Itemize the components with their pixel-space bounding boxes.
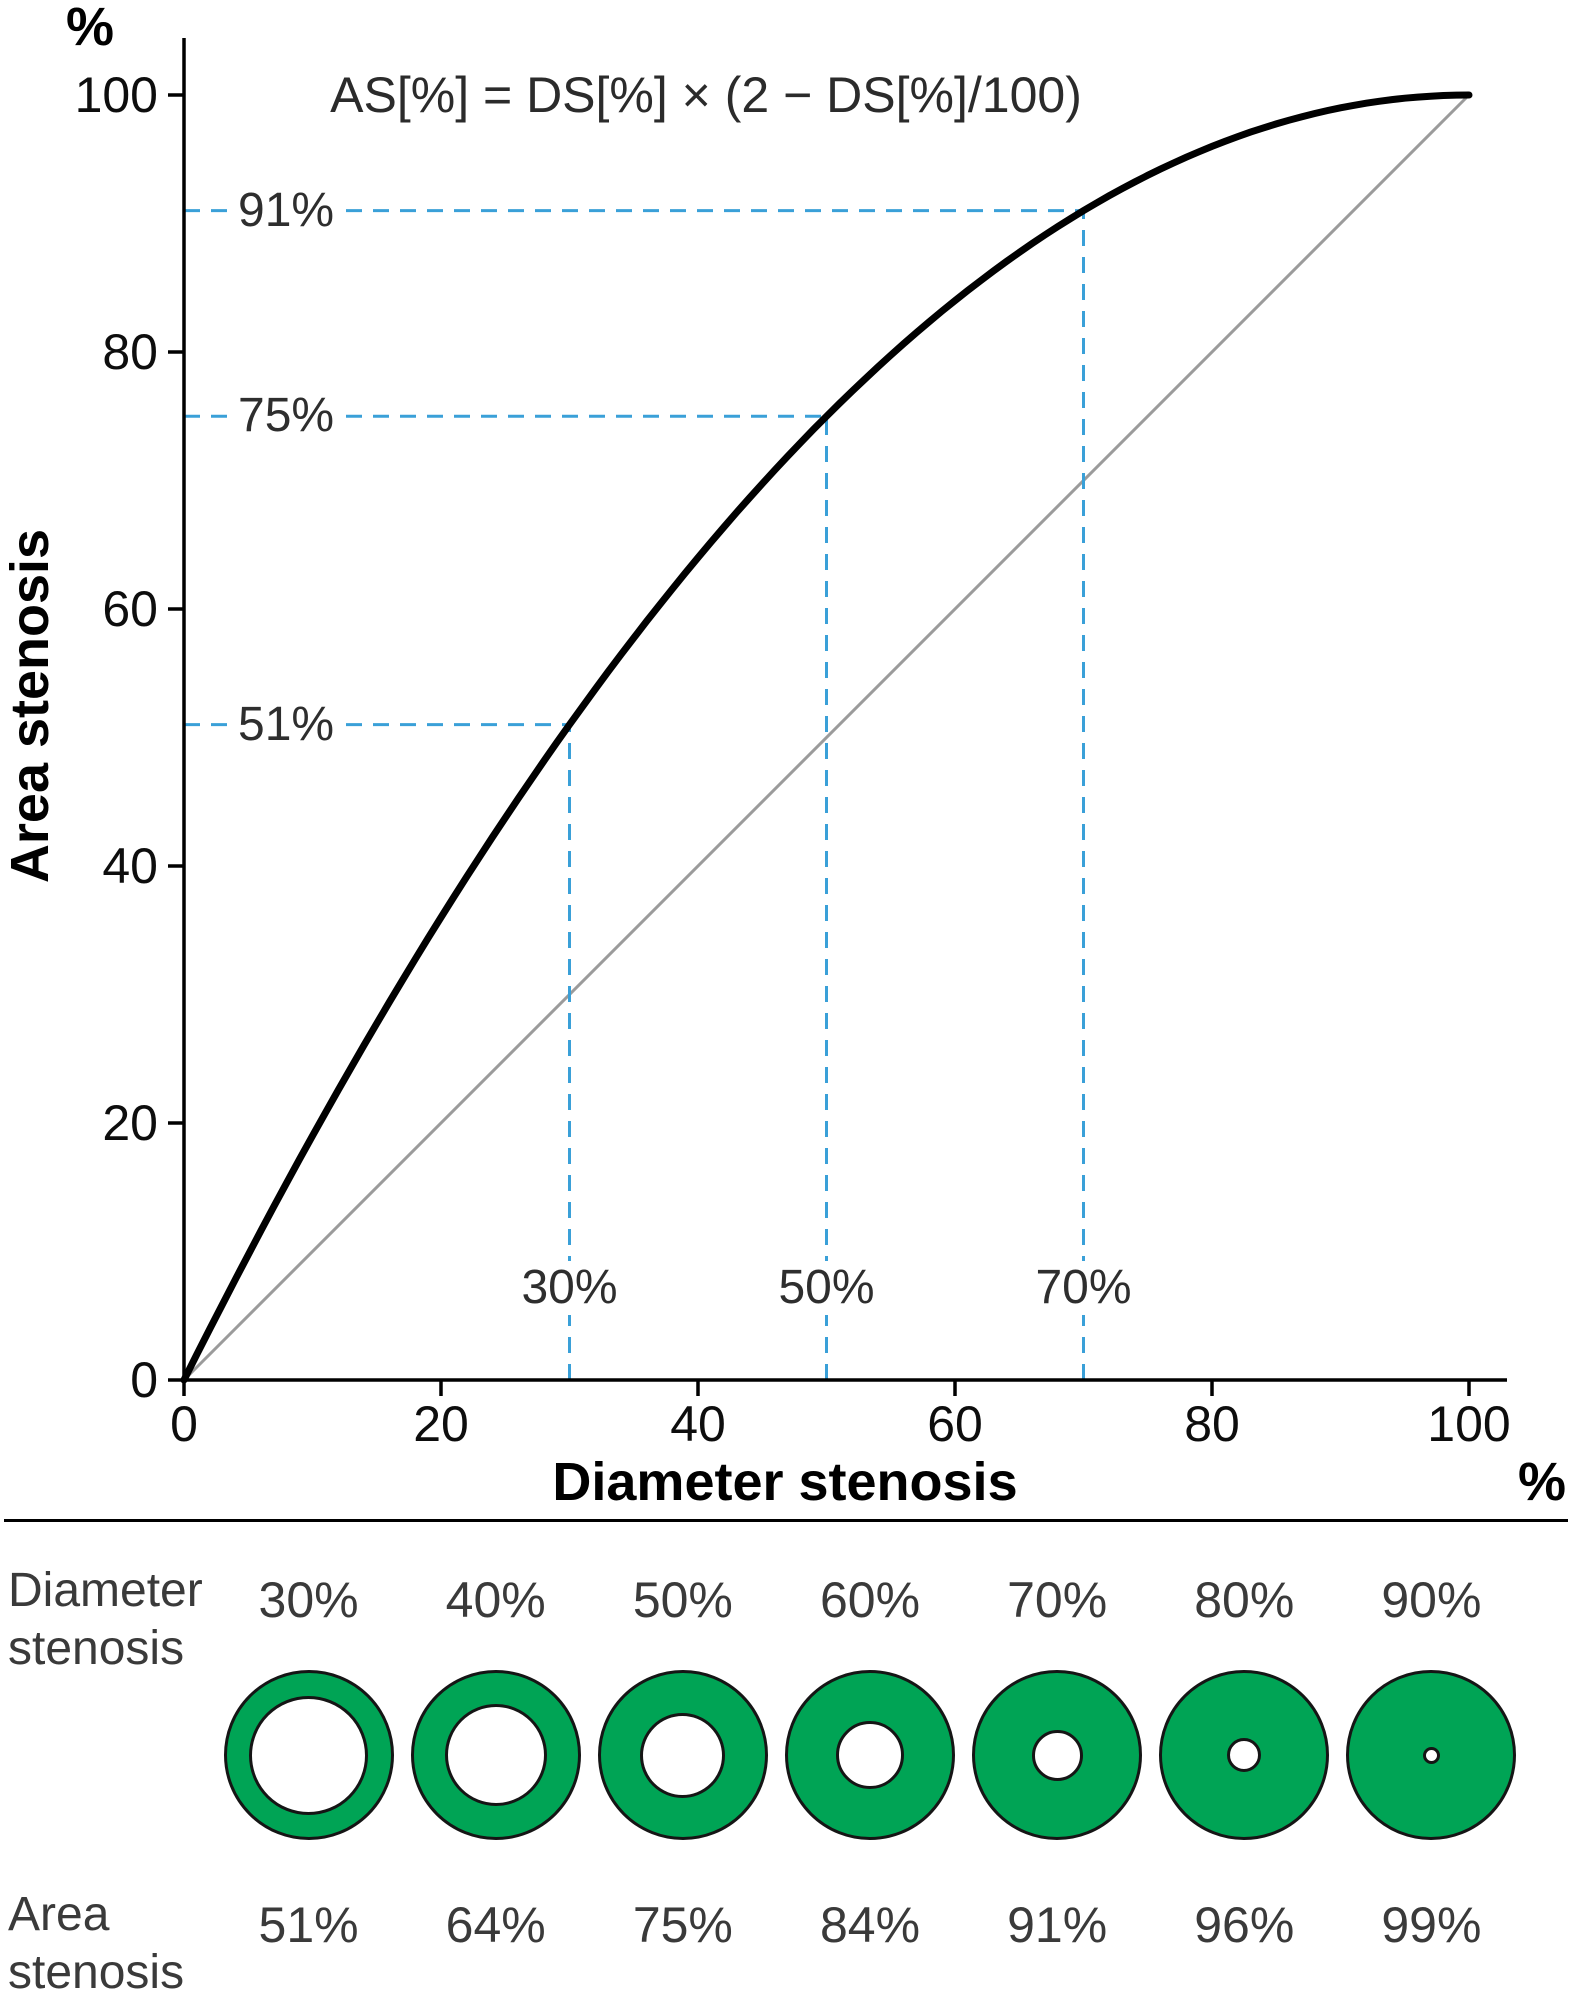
- stenosis-plot: [168, 38, 1507, 1396]
- diameter-stenosis-value-cell: 40%: [402, 1570, 589, 1630]
- diameter-stenosis-value-cell: 70%: [964, 1570, 1151, 1630]
- diameter-stenosis-value-cell: 80%: [1151, 1570, 1338, 1630]
- guide-diameter-stenosis-label: 30%: [511, 1261, 628, 1315]
- area-stenosis-row-label-line1: Area: [8, 1888, 110, 1941]
- y-tick-label: 60: [102, 581, 158, 637]
- vessel-lumen: [1227, 1738, 1262, 1772]
- x-axis-unit: %: [1518, 1452, 1567, 1512]
- y-tick-label: 20: [102, 1095, 158, 1151]
- area-stenosis-value: 99%: [1381, 1897, 1482, 1953]
- area-stenosis-values-row: 51% 64% 75% 84% 91% 96% 99%: [215, 1895, 1525, 1955]
- guide-diameter-stenosis-label: 50%: [768, 1261, 885, 1315]
- diameter-stenosis-value-cell: 30%: [215, 1570, 402, 1630]
- diameter-stenosis-row-label: Diameter stenosis: [8, 1562, 203, 1678]
- vessel-lumen: [249, 1695, 369, 1815]
- y-axis-unit: %: [66, 0, 115, 57]
- vessel-lumen: [444, 1704, 547, 1806]
- vessel-wall: [597, 1670, 768, 1840]
- area-stenosis-value: 96%: [1194, 1897, 1295, 1953]
- x-tick-label: 60: [927, 1396, 983, 1452]
- area-stenosis-value: 64%: [445, 1897, 546, 1953]
- vessel-wall: [1159, 1670, 1330, 1840]
- x-tick-label: 40: [670, 1396, 726, 1452]
- y-tick-label: 40: [102, 838, 158, 894]
- section-divider: [4, 1519, 1568, 1522]
- diameter-stenosis-row-label-line2: stenosis: [8, 1622, 185, 1675]
- x-tick-label: 80: [1184, 1396, 1240, 1452]
- area-stenosis-value-cell: 51%: [215, 1895, 402, 1955]
- area-stenosis-curve: [180, 91, 1473, 1384]
- x-tick-label: 0: [170, 1396, 198, 1452]
- y-axis-title: Area stenosis: [0, 528, 60, 884]
- vessel-cross-section: [964, 1670, 1151, 1840]
- vessel-lumen: [1422, 1746, 1440, 1764]
- guide-area-stenosis-label: 75%: [228, 389, 345, 444]
- area-stenosis-value: 91%: [1007, 1897, 1108, 1953]
- vessel-wall: [410, 1670, 581, 1840]
- diameter-stenosis-value: 60%: [819, 1572, 921, 1628]
- y-tick-label: 80: [102, 324, 158, 380]
- area-stenosis-value-cell: 75%: [589, 1895, 776, 1955]
- diameter-stenosis-value: 50%: [632, 1572, 733, 1628]
- diameter-stenosis-values-row: 30% 40% 50% 60% 70% 80% 90%: [215, 1570, 1525, 1630]
- diameter-stenosis-value-cell: 60%: [776, 1570, 963, 1630]
- plot-labels: 0 20 40 60 80 100 0 20 40 60 80 100 51% 30% 75% 50% 91% 7…: [74, 67, 1511, 1452]
- x-tick-label: 20: [413, 1396, 469, 1452]
- area-stenosis-value: 84%: [819, 1897, 921, 1953]
- vessel-lumen: [640, 1712, 726, 1798]
- diameter-stenosis-value: 70%: [1007, 1572, 1108, 1628]
- vessel-wall: [972, 1670, 1143, 1840]
- diameter-stenosis-value: 80%: [1194, 1572, 1295, 1628]
- diameter-stenosis-value: 90%: [1381, 1572, 1482, 1628]
- formula-annotation: AS[%] = DS[%] × (2 − DS[%]/100): [330, 67, 1082, 123]
- diameter-stenosis-value-cell: 50%: [589, 1570, 776, 1630]
- area-stenosis-row-label-line2: stenosis: [8, 1946, 185, 1994]
- vessel-wall: [223, 1670, 394, 1840]
- y-tick-label: 100: [74, 67, 158, 123]
- area-stenosis-value-cell: 84%: [776, 1895, 963, 1955]
- area-stenosis-value-cell: 91%: [964, 1895, 1151, 1955]
- x-tick-label: 100: [1427, 1396, 1511, 1452]
- area-stenosis-value-cell: 99%: [1338, 1895, 1525, 1955]
- x-axis-title: Diameter stenosis: [552, 1452, 1018, 1512]
- area-stenosis-value: 75%: [632, 1897, 733, 1953]
- y-tick-label: 0: [130, 1352, 158, 1408]
- vessel-cross-section: [1338, 1670, 1525, 1840]
- diameter-stenosis-value: 40%: [445, 1572, 546, 1628]
- vessel-lumen: [835, 1721, 904, 1789]
- guide-diameter-stenosis-label: 70%: [1025, 1261, 1142, 1315]
- diameter-stenosis-value: 30%: [258, 1572, 359, 1628]
- vessel-cross-section: [776, 1670, 963, 1840]
- vessel-cross-section: [215, 1670, 402, 1840]
- identity-line: [182, 93, 1471, 1382]
- vessel-cross-section: [589, 1670, 776, 1840]
- vessel-cross-section: [1151, 1670, 1338, 1840]
- vessel-cross-section: [402, 1670, 589, 1840]
- diameter-stenosis-row-label-line1: Diameter: [8, 1564, 203, 1617]
- vessel-cross-sections-row: [215, 1670, 1525, 1840]
- area-stenosis-value-cell: 96%: [1151, 1895, 1338, 1955]
- vessel-lumen: [1031, 1729, 1083, 1781]
- area-stenosis-value: 51%: [258, 1897, 359, 1953]
- diameter-stenosis-value-cell: 90%: [1338, 1570, 1525, 1630]
- guide-area-stenosis-label: 91%: [228, 183, 345, 238]
- area-stenosis-row-label: Area stenosis: [8, 1886, 184, 1994]
- guide-area-stenosis-label: 51%: [228, 697, 345, 752]
- vessel-wall: [784, 1670, 955, 1840]
- vessel-wall: [1346, 1670, 1517, 1840]
- area-stenosis-value-cell: 64%: [402, 1895, 589, 1955]
